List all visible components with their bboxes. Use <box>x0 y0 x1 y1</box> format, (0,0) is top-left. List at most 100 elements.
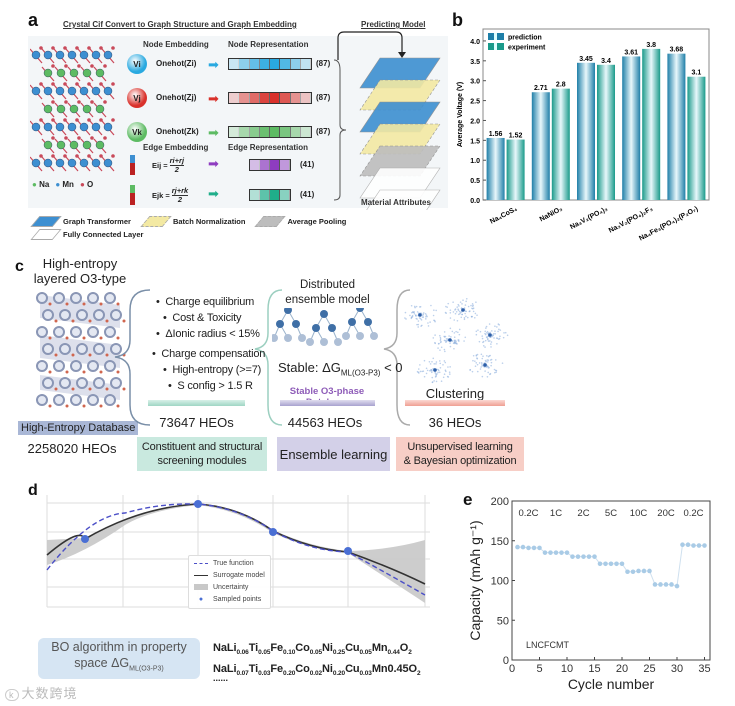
data-point <box>658 582 663 587</box>
bar-experiment <box>687 76 706 200</box>
atom <box>103 158 113 168</box>
tree-node <box>284 334 292 342</box>
bar-value-label: 1.52 <box>509 133 523 140</box>
data-point <box>559 550 564 555</box>
atom <box>104 394 116 406</box>
atom <box>93 309 105 321</box>
atom <box>103 86 113 96</box>
tree-node <box>320 338 328 346</box>
atom <box>79 86 89 96</box>
tree-node <box>364 318 372 326</box>
rate-label: 2C <box>577 508 589 519</box>
layer-legend-swatch <box>30 229 62 240</box>
atom <box>43 158 53 168</box>
atom <box>67 158 77 168</box>
tree-node <box>370 332 378 340</box>
node-circle: Vj <box>127 88 147 108</box>
bar-experiment <box>551 88 570 200</box>
criterion: • Charge equilibrium <box>156 296 255 308</box>
atom <box>55 158 65 168</box>
atom <box>42 343 54 355</box>
data-point <box>691 543 696 548</box>
flow-arrow <box>337 31 403 60</box>
layer-legend-swatch <box>30 216 62 227</box>
tree-node <box>348 318 356 326</box>
bar-prediction <box>622 56 641 201</box>
onehot-label: Onehot(Zj) <box>156 93 197 102</box>
tree-node <box>356 308 364 312</box>
arrow-head-icon <box>398 52 406 58</box>
brace-middle <box>254 289 283 426</box>
data-point <box>575 554 581 559</box>
rate-label: 1C <box>550 508 562 519</box>
criterion: • Charge compensation <box>152 348 266 360</box>
dimension-label: (41) <box>300 190 315 199</box>
atom <box>31 86 41 96</box>
brace-left <box>114 289 151 426</box>
atom <box>43 122 53 132</box>
bar-prediction <box>531 92 550 200</box>
bar-value-label: 3.68 <box>670 47 684 54</box>
database-count: 2258020 HEOs <box>27 441 117 456</box>
tree-node <box>334 338 342 346</box>
y-tick-label: 2.0 <box>470 118 480 125</box>
category-label: Na₃V₂(PO₄)₂F₃ <box>608 206 654 235</box>
vector-cell <box>259 127 270 137</box>
rate-label: 0.2C <box>683 508 703 519</box>
atom <box>76 377 88 389</box>
atom <box>59 343 71 355</box>
vector-cell <box>280 59 291 69</box>
y-tick-label: 0 <box>503 655 509 667</box>
true-function-line <box>46 503 426 596</box>
tree-node <box>312 324 320 332</box>
atom <box>53 292 65 304</box>
brace-right <box>383 289 411 426</box>
data-point <box>674 583 680 589</box>
layer-legend-label: Average Pooling <box>287 217 347 226</box>
dimension-label: (87) <box>316 93 331 102</box>
atom <box>103 122 113 132</box>
cluster-center <box>461 308 465 312</box>
atom <box>87 394 99 406</box>
vector-cell <box>260 160 270 170</box>
cluster-center <box>483 363 487 367</box>
decision-trees-icon <box>272 308 378 346</box>
atom <box>95 68 105 78</box>
data-point <box>515 544 520 550</box>
screening-criteria: • Charge equilibrium • Cost & Toxicity •… <box>148 294 265 394</box>
atom <box>104 326 116 338</box>
category-label: Na₄CoS₄ <box>489 206 518 226</box>
bar-value-label: 3.45 <box>579 56 593 63</box>
panel-c-label: c <box>15 258 24 275</box>
x-tick-label: 5 <box>536 663 542 675</box>
tree-node <box>298 334 306 342</box>
o3-crystal-structure <box>36 292 126 408</box>
bar-value-label: 3.8 <box>646 42 656 49</box>
panel-a-title: Crystal Cif Convert to Graph Structure a… <box>63 20 297 29</box>
atom <box>70 292 82 304</box>
y-tick-label: 4.0 <box>470 39 480 46</box>
atom <box>110 377 122 389</box>
vector-cell <box>290 93 301 103</box>
panel-b-label: b <box>452 10 463 30</box>
legend-true-function: True function <box>194 558 265 570</box>
tree-node <box>320 310 328 318</box>
structure-title: High-entropy layered O3-type <box>30 256 130 286</box>
node-circle: Vi <box>127 54 147 74</box>
tree-node <box>306 338 314 346</box>
x-tick-label: 15 <box>588 663 600 675</box>
data-point <box>537 545 542 551</box>
data-point <box>680 542 685 548</box>
plot-frame <box>482 28 710 201</box>
candidate-formula: NaLi0.06Ti0.05Fe0.10Co0.05Ni0.25Cu0.05Mn… <box>213 642 412 657</box>
cluster-center <box>418 313 422 317</box>
bar-experiment <box>506 139 525 200</box>
data-point <box>531 545 537 551</box>
category-label: NaNiO₃ <box>539 206 564 224</box>
structure-title-line1: High-entropy <box>42 256 118 271</box>
vector-cell <box>229 127 240 137</box>
atom <box>104 360 116 372</box>
atom <box>110 343 122 355</box>
bar-value-label: 3.4 <box>601 58 611 65</box>
bar-prediction <box>577 62 595 201</box>
